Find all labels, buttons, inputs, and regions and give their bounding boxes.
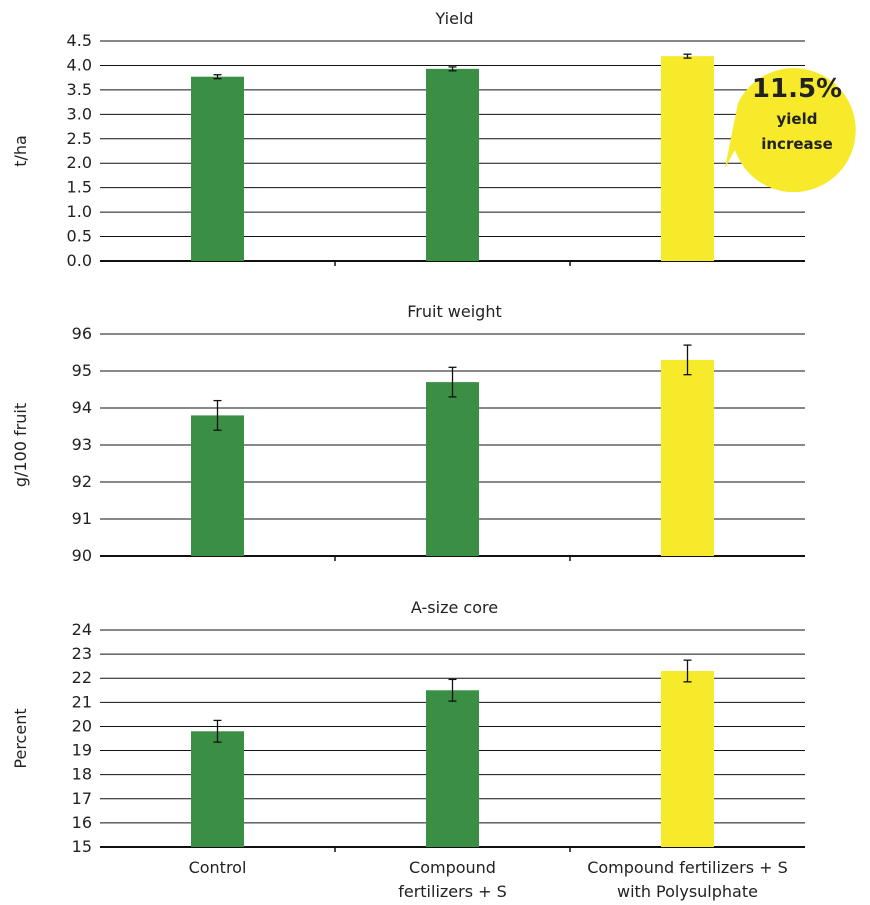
bar xyxy=(661,56,714,262)
x-category-label: Compound xyxy=(409,858,496,877)
bar xyxy=(426,382,479,556)
x-category-label: Control xyxy=(189,858,247,877)
y-tick-label: 2.5 xyxy=(67,129,92,148)
y-tick-label: 18 xyxy=(72,765,92,784)
x-category-label: with Polysulphate xyxy=(617,882,758,901)
x-category-label: Compound fertilizers + S xyxy=(587,858,788,877)
y-tick-label: 17 xyxy=(72,789,92,808)
chart-panels: 0.0 0.5 1.0 1.5 2.0 2.5 3.0 3.5 4.0 4.5 Yield t/ha 9… xyxy=(11,9,805,856)
bar xyxy=(426,690,479,847)
yield-increase-callout: 11.5% yield increase xyxy=(725,68,856,193)
bar xyxy=(661,670,714,847)
y-tick-label: 20 xyxy=(72,716,92,735)
y-axis-title: Percent xyxy=(11,708,30,768)
y-tick-label: 94 xyxy=(72,398,92,417)
y-tick-label: 19 xyxy=(72,741,92,760)
bar xyxy=(426,68,479,261)
callout-bubble xyxy=(725,68,856,193)
y-tick-label: 15 xyxy=(72,837,92,856)
y-axis-title: g/100 fruit xyxy=(11,403,30,487)
chart-panel-1: 0.0 0.5 1.0 1.5 2.0 2.5 3.0 3.5 4.0 4.5 Yield t/ha xyxy=(11,9,805,270)
bar xyxy=(191,76,244,261)
y-tick-label: 16 xyxy=(72,813,92,832)
callout-line1: yield xyxy=(777,110,818,128)
bar xyxy=(191,731,244,847)
chart-panel-3: 15 16 17 18 19 20 21 22 23 24 A-size core Percent xyxy=(11,598,805,856)
y-tick-label: 92 xyxy=(72,472,92,491)
callout-percent: 11.5% xyxy=(752,74,842,104)
y-tick-label: 90 xyxy=(72,546,92,565)
y-tick-label: 22 xyxy=(72,668,92,687)
y-tick-label: 4.5 xyxy=(67,31,92,50)
category-labels: Control Compound fertilizers + S Compound f… xyxy=(189,858,788,901)
y-tick-label: 21 xyxy=(72,692,92,711)
y-tick-label: 4.0 xyxy=(67,55,92,74)
bar xyxy=(191,415,244,556)
chart-panel-2: 90 91 92 93 94 95 96 Fruit weight g/100 fruit xyxy=(11,302,805,565)
callout-line2: increase xyxy=(761,135,833,153)
y-tick-label: 3.5 xyxy=(67,80,92,99)
y-tick-label: 1.5 xyxy=(67,178,92,197)
y-axis-title: t/ha xyxy=(11,135,30,167)
y-tick-label: 96 xyxy=(72,324,92,343)
y-tick-label: 0.5 xyxy=(67,227,92,246)
y-tick-label: 24 xyxy=(72,620,92,639)
y-tick-label: 93 xyxy=(72,435,92,454)
y-tick-label: 23 xyxy=(72,644,92,663)
y-tick-label: 0.0 xyxy=(67,251,92,270)
bar xyxy=(661,359,714,556)
y-tick-label: 95 xyxy=(72,361,92,380)
y-tick-label: 91 xyxy=(72,509,92,528)
panel-title: A-size core xyxy=(411,598,498,617)
y-tick-label: 2.0 xyxy=(67,153,92,172)
x-category-label: fertilizers + S xyxy=(398,882,507,901)
y-tick-label: 3.0 xyxy=(67,104,92,123)
panel-title: Yield xyxy=(434,9,473,28)
y-tick-label: 1.0 xyxy=(67,202,92,221)
panel-title: Fruit weight xyxy=(407,302,502,321)
